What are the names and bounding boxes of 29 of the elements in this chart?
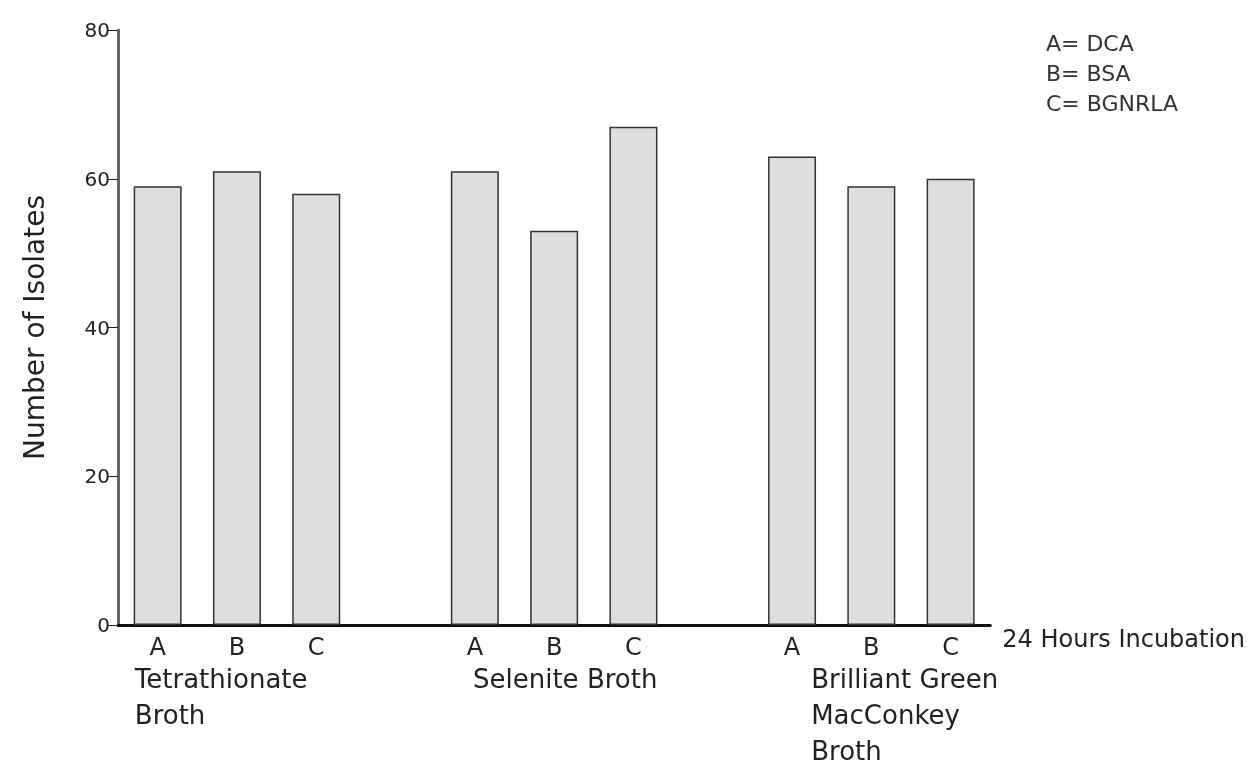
x-tick-label: C — [625, 633, 642, 661]
x-tick-label: A — [466, 633, 484, 661]
text: Brilliant Green MacConkey Broth — [811, 664, 1007, 766]
y-tick-label: 0 — [97, 613, 110, 637]
x-tick-label: B — [545, 633, 563, 661]
x-tick-label: C — [942, 633, 960, 661]
bar — [609, 126, 658, 625]
x-tick-label: B — [228, 633, 246, 661]
text: A= DCA B= BSA C= BGNRLA — [1045, 30, 1179, 116]
x-axis-title: 24 Hours Incubation — [1002, 625, 1245, 653]
text: Selenite Broth — [473, 664, 658, 694]
x-tick-label: A — [149, 633, 167, 661]
bar — [133, 186, 182, 625]
bar — [212, 171, 261, 625]
x-tick-label: A — [783, 633, 801, 661]
x-tick-label: B — [863, 633, 880, 661]
bar — [768, 156, 817, 625]
y-tick-label: 40 — [84, 315, 110, 340]
bar — [530, 230, 579, 625]
x-tick-label: C — [307, 633, 325, 661]
y-axis-title: Number of Isolates — [17, 195, 51, 460]
bar — [926, 178, 975, 625]
y-tick-label: 20 — [84, 464, 110, 489]
y-tick-label: 60 — [84, 166, 110, 191]
bar — [847, 186, 896, 625]
bar — [292, 193, 341, 625]
y-tick-label: 80 — [84, 18, 110, 42]
text: Tetrathionate Broth — [133, 664, 316, 730]
bar — [450, 171, 499, 625]
